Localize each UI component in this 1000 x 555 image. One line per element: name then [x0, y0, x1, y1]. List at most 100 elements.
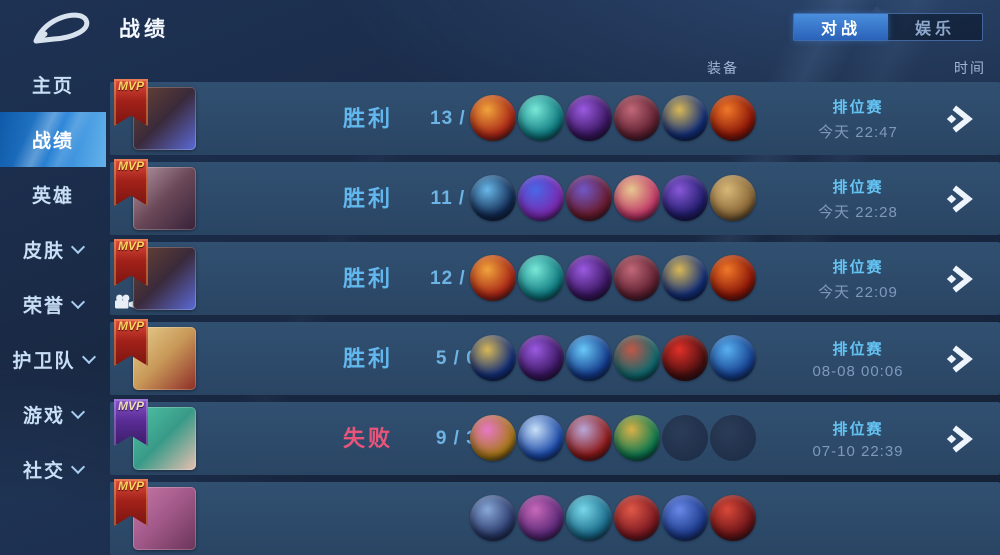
tab-active[interactable]: 对战 — [794, 14, 888, 40]
sidebar-item[interactable]: 荣誉 — [0, 277, 106, 332]
match-time: 今天 22:47 — [818, 123, 898, 141]
chevron-right-icon[interactable] — [937, 322, 981, 395]
item-icon — [566, 95, 612, 141]
sidebar-item-label: 游戏 — [22, 406, 65, 427]
item-icon — [518, 95, 564, 141]
sidebar-item[interactable]: 战绩 — [0, 112, 106, 167]
match-row[interactable]: MVP 胜利 13 / 3 / 2 排位赛 今天 22:47 — [110, 79, 1000, 155]
match-result: 失败 — [342, 426, 393, 451]
column-header-equipment: 装备 — [707, 60, 739, 76]
item-icon — [614, 335, 660, 381]
equipment-items — [470, 95, 756, 141]
time-column: 排位赛 07-10 22:39 — [743, 402, 973, 475]
equipment-items — [470, 495, 756, 541]
item-icon — [470, 255, 516, 301]
match-mode: 排位赛 — [832, 420, 884, 438]
column-header-time: 时间 — [954, 60, 986, 76]
chevron-right-icon[interactable] — [937, 82, 981, 155]
match-mode: 排位赛 — [832, 258, 884, 276]
item-icon — [518, 335, 564, 381]
sidebar-item-label: 战绩 — [31, 131, 74, 152]
sidebar-item[interactable]: 游戏 — [0, 387, 106, 442]
mvp-badge: MVP — [114, 239, 148, 286]
chevron-right-icon[interactable] — [937, 162, 981, 235]
page-title: 战绩 — [119, 18, 169, 41]
match-mode: 排位赛 — [832, 340, 884, 358]
item-icon — [614, 255, 660, 301]
sidebar: 主页战绩英雄皮肤荣誉护卫队游戏社交 — [0, 57, 106, 497]
time-column: 排位赛 今天 22:28 — [743, 162, 973, 235]
mvp-badge: MVP — [114, 159, 148, 206]
sidebar-item-label: 护卫队 — [12, 351, 76, 372]
item-slot-empty — [710, 415, 756, 461]
chevron-down-icon — [70, 404, 86, 420]
match-row[interactable]: MVP 胜利 12 / 3 / 3 排位赛 今天 22:09 — [110, 239, 1000, 315]
replay-camera-icon[interactable] — [114, 294, 136, 310]
mvp-badge: MVP — [114, 479, 148, 526]
time-column — [743, 482, 973, 555]
item-icon — [662, 335, 708, 381]
item-icon — [710, 335, 756, 381]
mode-tabs: 对战 娱乐 — [793, 13, 983, 41]
match-row[interactable]: MVP 失败 9 / 3 / 7 排位赛 07-10 22:39 — [110, 399, 1000, 475]
equipment-items — [470, 255, 756, 301]
time-column: 排位赛 今天 22:47 — [743, 82, 973, 155]
sidebar-item[interactable]: 英雄 — [0, 167, 106, 222]
match-mode: 排位赛 — [832, 98, 884, 116]
equipment-items — [470, 175, 756, 221]
back-swoosh-icon[interactable] — [28, 6, 94, 48]
mvp-badge: MVP — [114, 399, 148, 446]
sidebar-item-label: 皮肤 — [22, 241, 65, 262]
item-icon — [614, 175, 660, 221]
item-icon — [470, 335, 516, 381]
item-icon — [566, 175, 612, 221]
sidebar-item[interactable]: 主页 — [0, 57, 106, 112]
time-column: 排位赛 08-08 00:06 — [743, 322, 973, 395]
time-column: 排位赛 今天 22:09 — [743, 242, 973, 315]
item-icon — [518, 255, 564, 301]
item-icon — [662, 95, 708, 141]
item-icon — [566, 415, 612, 461]
tab-inactive[interactable]: 娱乐 — [914, 21, 955, 38]
sidebar-item[interactable]: 社交 — [0, 442, 106, 497]
chevron-right-icon[interactable] — [937, 242, 981, 315]
item-icon — [470, 495, 516, 541]
sidebar-item[interactable]: 皮肤 — [0, 222, 106, 277]
mvp-badge-label: MVP — [117, 159, 144, 173]
chevron-down-icon — [70, 239, 86, 255]
item-icon — [710, 255, 756, 301]
item-icon — [518, 415, 564, 461]
chevron-down-icon — [81, 349, 96, 365]
item-icon — [518, 495, 564, 541]
match-result: 胜利 — [342, 186, 393, 211]
item-icon — [710, 175, 756, 221]
sidebar-item[interactable]: 护卫队 — [0, 332, 106, 387]
item-icon — [662, 255, 708, 301]
match-mode: 排位赛 — [832, 178, 884, 196]
equipment-items — [470, 415, 756, 461]
match-row[interactable]: MVP 胜利 11 / 2 / 9 排位赛 今天 22:28 — [110, 159, 1000, 235]
mvp-badge-label: MVP — [117, 79, 144, 93]
item-icon — [470, 415, 516, 461]
item-icon — [566, 255, 612, 301]
equipment-items — [470, 335, 756, 381]
mvp-badge: MVP — [114, 319, 148, 366]
mvp-badge-label: MVP — [117, 479, 144, 493]
match-result: 胜利 — [342, 346, 393, 371]
match-row[interactable]: MVP 胜利 5 / 0 / 2 排位赛 08-08 00:06 — [110, 319, 1000, 395]
item-icon — [518, 175, 564, 221]
sidebar-item-label: 英雄 — [31, 186, 74, 207]
mvp-badge-label: MVP — [117, 399, 144, 413]
sidebar-item-label: 社交 — [22, 461, 65, 482]
chevron-down-icon — [70, 459, 86, 475]
chevron-right-icon[interactable] — [937, 402, 981, 475]
match-list: MVP 胜利 13 / 3 / 2 排位赛 今天 22:47 MVP — [110, 79, 1000, 555]
match-row[interactable]: MVP — [110, 479, 1000, 555]
table-header: 结果 击败 死亡 助攻 装备 时间 — [110, 58, 1000, 107]
match-result: 胜利 — [342, 266, 393, 291]
item-icon — [662, 175, 708, 221]
mvp-badge-label: MVP — [117, 319, 144, 333]
sidebar-item-label: 荣誉 — [22, 296, 65, 317]
item-slot-empty — [662, 415, 708, 461]
